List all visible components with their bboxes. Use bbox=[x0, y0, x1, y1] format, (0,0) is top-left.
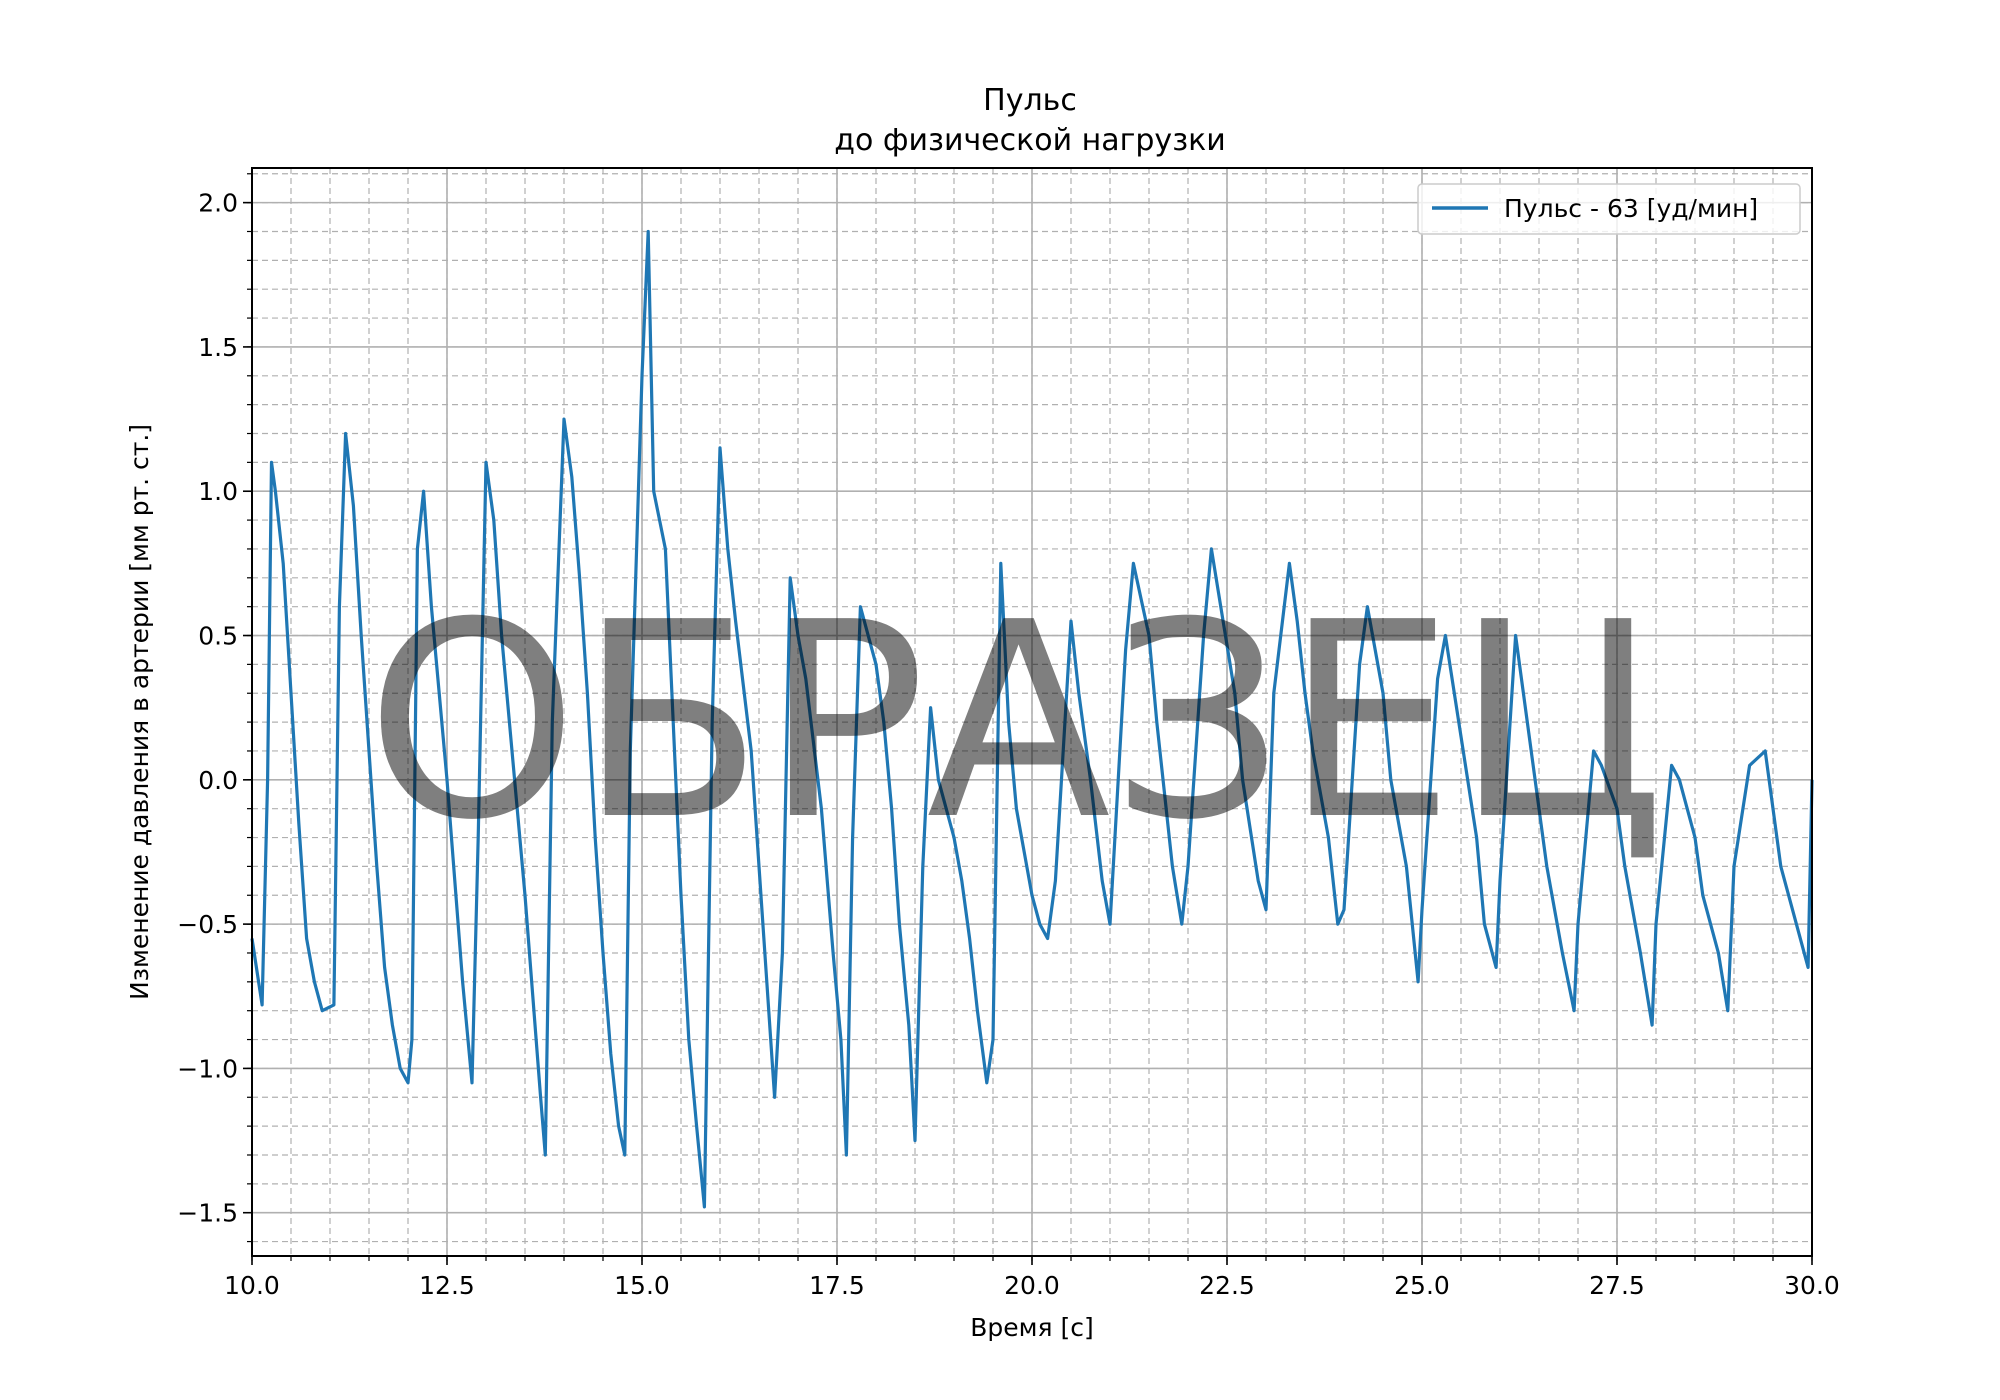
y-axis-label: Изменение давления в артерии [мм рт. ст.… bbox=[125, 424, 154, 1000]
x-axis: 10.0 12.5 15.0 17.5 20.0 22.5 25.0 27.5 30.0 bbox=[224, 1256, 1840, 1300]
plot-area bbox=[250, 167, 1814, 1257]
y-tick-label: 0.5 bbox=[198, 622, 238, 651]
x-tick-label: 22.5 bbox=[1199, 1271, 1255, 1300]
chart-title-line-1: Пульс bbox=[983, 83, 1077, 118]
x-tick-label: 30.0 bbox=[1784, 1271, 1840, 1300]
legend-entry: Пульс - 63 [уд/мин] bbox=[1504, 194, 1758, 223]
watermark-text: ОБРАЗЕЦ bbox=[366, 564, 1665, 879]
series-layer bbox=[250, 229, 1814, 1209]
y-tick-label: −1.0 bbox=[177, 1054, 238, 1083]
x-tick-label: 20.0 bbox=[1004, 1271, 1060, 1300]
legend-box bbox=[1417, 183, 1801, 235]
x-tick-label: 12.5 bbox=[419, 1271, 475, 1300]
y-tick-label: 1.5 bbox=[198, 333, 238, 362]
y-tick-label: 2.0 bbox=[198, 189, 238, 218]
chart-title-line-2: до физической нагрузки bbox=[834, 123, 1226, 158]
legend: Пульс - 63 [уд/мин] bbox=[1417, 183, 1801, 235]
x-tick-label: 25.0 bbox=[1394, 1271, 1450, 1300]
y-tick-label: −0.5 bbox=[177, 910, 238, 939]
y-axis: −1.5 −1.0 −0.5 0.0 0.5 1.0 1.5 2.0 bbox=[177, 173, 252, 1243]
x-tick-label: 15.0 bbox=[614, 1271, 670, 1300]
x-tick-label: 27.5 bbox=[1589, 1271, 1645, 1300]
y-tick-label: −1.5 bbox=[177, 1199, 238, 1228]
y-tick-label: 1.0 bbox=[198, 477, 238, 506]
x-axis-label: Время [с] bbox=[970, 1313, 1094, 1342]
x-tick-label: 10.0 bbox=[224, 1271, 280, 1300]
y-tick-label: 0.0 bbox=[198, 766, 238, 795]
x-tick-label: 17.5 bbox=[809, 1271, 865, 1300]
chart-title: Пульс до физической нагрузки bbox=[834, 83, 1226, 158]
series-line-pulse bbox=[250, 229, 1814, 1209]
major-grid bbox=[251, 168, 1813, 1256]
